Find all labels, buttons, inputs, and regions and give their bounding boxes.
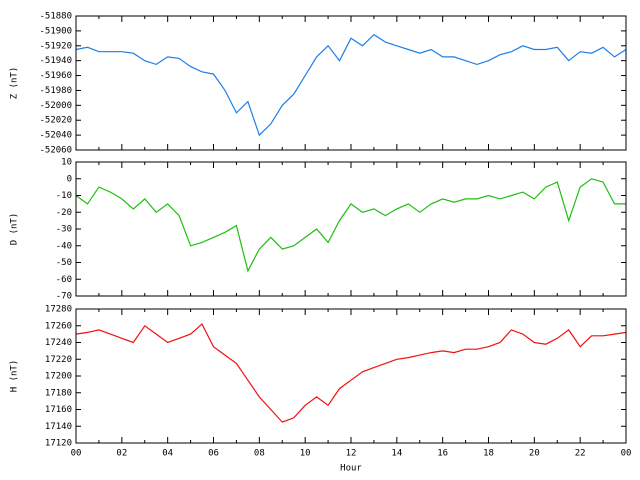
x-tick-label: 08 — [254, 449, 265, 459]
plot-frame — [75, 161, 627, 297]
y-axis-label: D (nT) — [10, 213, 20, 246]
y-tick-label: -51880 — [39, 12, 72, 22]
y-tick-label: -20 — [56, 208, 72, 218]
x-tick-label: 12 — [346, 449, 357, 459]
y-tick-label: 17240 — [45, 338, 72, 348]
y-tick-label: -51940 — [39, 56, 72, 66]
y-tick-label: -30 — [56, 225, 72, 235]
x-tick-label: 14 — [391, 449, 402, 459]
y-tick-label: -50 — [56, 258, 72, 268]
y-tick-label: 17140 — [45, 422, 72, 432]
x-tick-label: 02 — [116, 449, 127, 459]
y-tick-label: 17120 — [45, 439, 72, 449]
x-tick-label: 10 — [300, 449, 311, 459]
y-tick-label: -60 — [56, 275, 72, 285]
x-tick-label: 00 — [71, 449, 82, 459]
y-tick-label: -51960 — [39, 71, 72, 81]
x-axis-label: Hour — [340, 464, 362, 474]
data-line — [75, 178, 626, 273]
y-tick-label: 17160 — [45, 405, 72, 415]
plot-frame — [75, 308, 627, 444]
y-tick-label: 10 — [61, 158, 72, 168]
y-tick-label: -52060 — [39, 146, 72, 156]
y-tick-label: -70 — [56, 292, 72, 302]
y-tick-label: -51980 — [39, 86, 72, 96]
y-tick-label: 0 — [67, 174, 72, 184]
y-tick-label: -40 — [56, 241, 72, 251]
x-tick-label: 20 — [529, 449, 540, 459]
y-tick-label: 17220 — [45, 355, 72, 365]
x-tick-label: 00 — [621, 449, 632, 459]
plot-frame — [75, 15, 627, 151]
y-tick-label: 17180 — [45, 388, 72, 398]
x-tick-label: 06 — [208, 449, 219, 459]
y-axis-label: Z (nT) — [10, 67, 20, 100]
y-tick-label: -51920 — [39, 41, 72, 51]
y-tick-label: -10 — [56, 191, 72, 201]
x-tick-label: 18 — [483, 449, 494, 459]
y-tick-label: 17200 — [45, 372, 72, 382]
x-tick-label: 16 — [437, 449, 448, 459]
y-axis-label: H (nT) — [10, 360, 20, 393]
y-tick-label: -52040 — [39, 131, 72, 141]
y-tick-label: -51900 — [39, 26, 72, 36]
y-tick-label: 17260 — [45, 321, 72, 331]
y-tick-label: -52020 — [39, 116, 72, 126]
y-tick-label: 17280 — [45, 305, 72, 315]
data-line — [75, 33, 627, 137]
x-tick-label: 22 — [575, 449, 586, 459]
x-tick-label: 04 — [162, 449, 173, 459]
y-tick-label: -52000 — [39, 101, 72, 111]
data-line — [75, 323, 627, 423]
